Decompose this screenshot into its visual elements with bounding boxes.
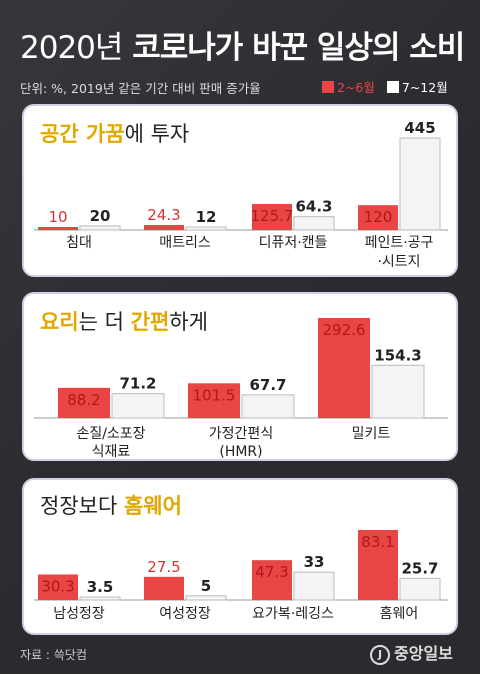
- data-label: 27.5: [147, 558, 180, 576]
- bar: [144, 224, 184, 230]
- data-label: 3.5: [87, 578, 114, 596]
- panel-title-part: 요리: [40, 310, 79, 334]
- data-label: 88.2: [67, 391, 100, 409]
- data-label: 445: [404, 119, 435, 137]
- data-label: 12: [196, 208, 217, 226]
- category-label: 여성정장: [159, 606, 211, 622]
- bar: [252, 560, 292, 600]
- title-year: 2020년: [20, 30, 123, 66]
- bar: [79, 225, 121, 231]
- source-note: 자료 : 쓱닷컴: [20, 648, 87, 662]
- data-label: 20: [90, 207, 111, 225]
- bar: [293, 216, 335, 231]
- bar: [111, 393, 165, 419]
- page-title: 2020년 코로나가 바꾼 일상의 소비: [20, 22, 465, 67]
- panel-title-part: 정장보다: [40, 494, 124, 518]
- bar: [399, 137, 441, 231]
- data-label: 83.1: [361, 533, 394, 551]
- bar: [188, 383, 240, 418]
- category-label: 남성정장: [53, 606, 105, 622]
- panel-title-part: 하게: [169, 310, 208, 334]
- category-label: 가정간편식: [209, 426, 273, 442]
- bar: [58, 387, 110, 418]
- logo-text: 중앙일보: [394, 644, 453, 663]
- panel-title-part: 는 더: [78, 310, 131, 334]
- data-label: 64.3: [295, 198, 332, 216]
- legend-label-second-half: 7~12월: [401, 80, 448, 95]
- bar: [293, 571, 335, 601]
- category-label: 디퓨저·캔들: [259, 235, 328, 251]
- chart-homewear: 30.3 3.5 남성정장 27.5 5 여성정장 47.3 33 요가복·레깅스 83.1 25.…: [34, 530, 448, 622]
- panel-homewear: 30.3 3.5 남성정장 27.5 5 여성정장 47.3 33 요가복·레깅스 83.1 25.…: [22, 478, 458, 635]
- bar: [252, 204, 292, 230]
- category-label: 밀키트: [352, 426, 391, 442]
- bar: [358, 530, 398, 600]
- bar: [144, 576, 184, 600]
- legend-swatch-first-half: [322, 81, 334, 93]
- bar: [241, 394, 295, 419]
- data-label: 154.3: [374, 346, 421, 364]
- data-label: 25.7: [401, 559, 438, 577]
- publisher-logo: J 중앙일보: [370, 640, 453, 665]
- category-label: 홈웨어: [380, 606, 419, 622]
- data-label: 101.5: [193, 386, 236, 404]
- title-text: 코로나가 바꾼 일상의 소비: [132, 30, 465, 66]
- bar: [185, 226, 227, 231]
- category-label: ·시트지: [377, 254, 420, 270]
- category-label: 페인트·공구: [365, 235, 434, 251]
- legend-label-first-half: 2~6월: [337, 80, 375, 95]
- data-label: 71.2: [119, 375, 156, 393]
- data-label: 292.6: [323, 321, 366, 339]
- panel-title-cooking: 요리는 더 간편하게: [40, 306, 208, 336]
- bar: [358, 205, 398, 230]
- category-label: 매트리스: [159, 235, 211, 251]
- category-label: 손질/소포장: [76, 426, 145, 442]
- data-label: 67.7: [249, 376, 286, 394]
- category-label: 침대: [66, 235, 92, 251]
- unit-note: 단위: %, 2019년 같은 기간 대비 판매 증가율: [20, 81, 261, 96]
- bar: [185, 595, 227, 601]
- bar: [371, 364, 425, 419]
- bar: [38, 227, 78, 230]
- panel-title-part: 간편: [130, 310, 170, 334]
- data-label: 24.3: [147, 206, 180, 224]
- data-label: 33: [304, 553, 325, 571]
- bar: [318, 318, 370, 418]
- bar: [79, 596, 121, 601]
- bar: [38, 574, 78, 600]
- data-label: 120: [364, 208, 393, 226]
- panel-title-part: 에 투자: [124, 122, 190, 146]
- data-label: 10: [48, 208, 67, 226]
- panel-title-homewear: 정장보다 홈웨어: [40, 490, 182, 520]
- legend-swatch-second-half: [386, 81, 399, 93]
- data-label: 47.3: [255, 563, 288, 581]
- panel-title-space: 공간 가꿈에 투자: [40, 118, 189, 148]
- data-label: 5: [201, 577, 211, 595]
- category-label: (HMR): [219, 444, 262, 460]
- data-label: 30.3: [41, 577, 74, 595]
- legend: 2~6월 7~12월: [322, 77, 456, 96]
- logo-mark-icon: J: [370, 645, 390, 665]
- category-label: 요가복·레깅스: [252, 606, 334, 622]
- data-label: 125.7: [251, 207, 294, 225]
- bar: [399, 577, 441, 601]
- panel-space-investment: 10 20 침대 24.3 12 매트리스 125.7 64.3 디퓨저·캔들 120 445 페인트…: [22, 104, 458, 277]
- category-label: 식재료: [92, 444, 131, 460]
- panel-title-part: 공간 가꿈: [40, 122, 125, 146]
- chart-space-investment: 10 20 침대 24.3 12 매트리스 125.764.3 디퓨저·캔들 120 445 페인트…: [34, 119, 448, 270]
- panel-title-part: 홈웨어: [123, 494, 182, 518]
